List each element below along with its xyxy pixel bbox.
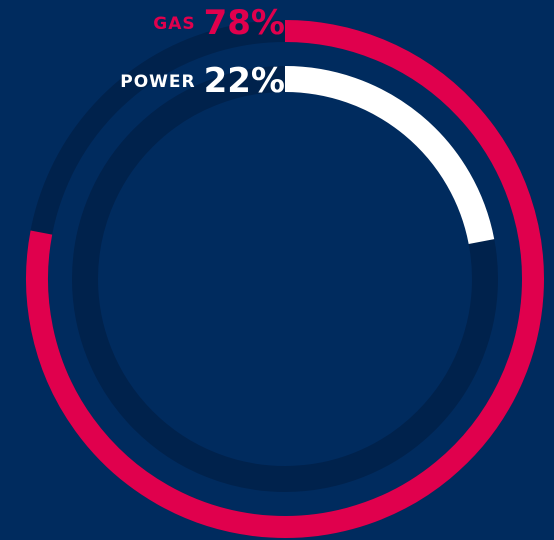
value-label: 78% <box>204 3 285 43</box>
category-label: GAS <box>153 14 195 34</box>
ring-bar <box>284 66 495 245</box>
category-label: POWER <box>120 72 195 92</box>
ring-label: POWER 22% <box>120 61 285 101</box>
value-label: 22% <box>204 61 285 101</box>
ring-label: GAS 78% <box>153 3 285 43</box>
ring-bar <box>26 20 544 538</box>
